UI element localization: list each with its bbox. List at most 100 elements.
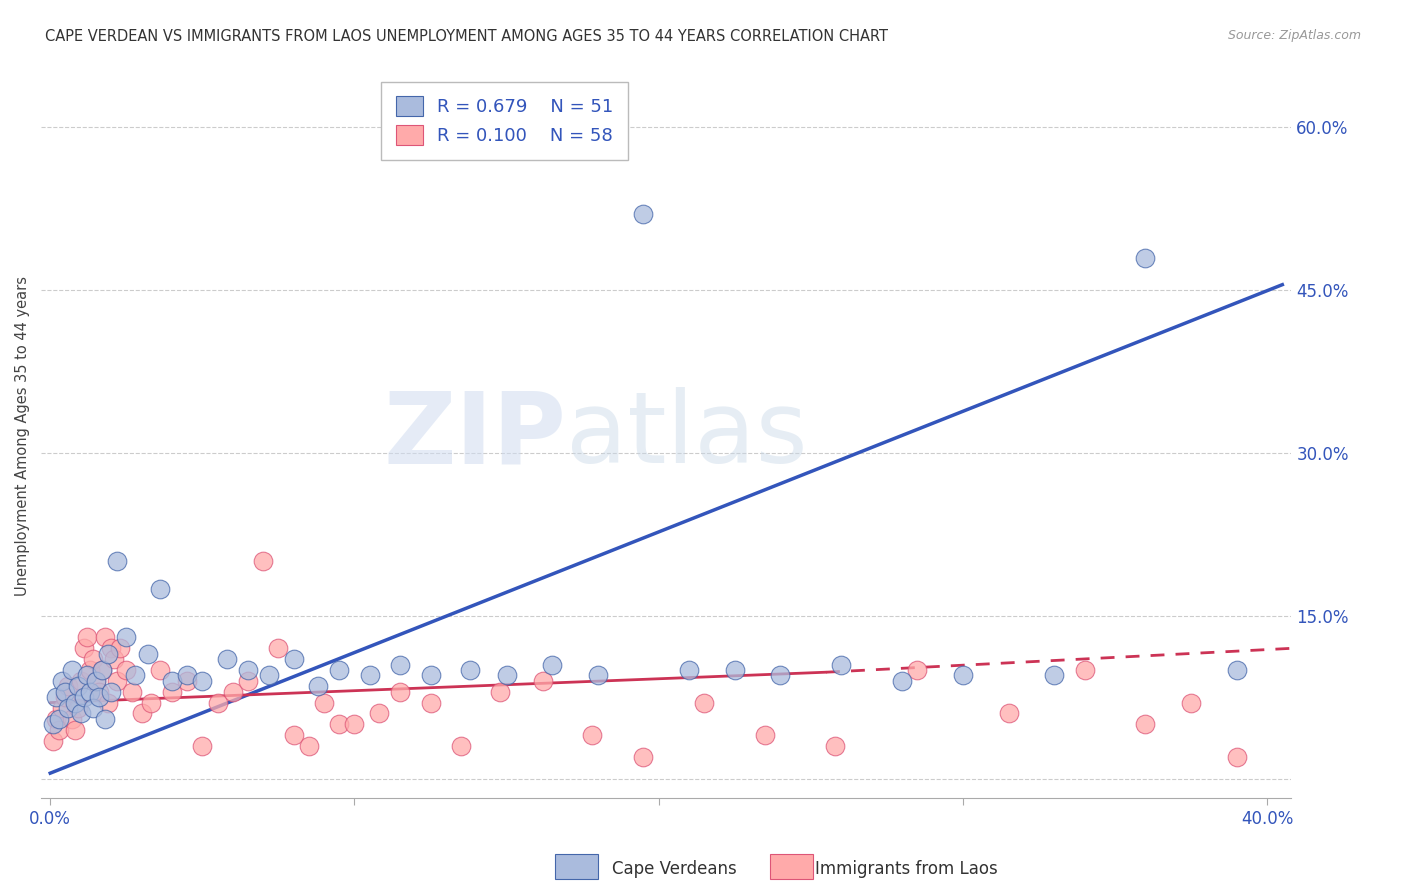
Point: [55, 685, 77, 699]
Point: [63, 696, 86, 710]
Point: [724, 663, 747, 677]
Text: CAPE VERDEAN VS IMMIGRANTS FROM LAOS UNEMPLOYMENT AMONG AGES 35 TO 44 YEARS CORR: CAPE VERDEAN VS IMMIGRANTS FROM LAOS UNE…: [45, 29, 889, 44]
Point: [633, 750, 655, 764]
Point: [222, 685, 245, 699]
Point: [149, 582, 172, 596]
Point: [343, 717, 366, 731]
Point: [678, 663, 700, 677]
Point: [259, 668, 281, 682]
Point: [66, 701, 89, 715]
Point: [1135, 251, 1157, 265]
Point: [105, 554, 128, 568]
Point: [1043, 668, 1066, 682]
Point: [1226, 750, 1249, 764]
Point: [136, 647, 159, 661]
Point: [450, 739, 472, 753]
Point: [42, 733, 65, 747]
Point: [359, 668, 381, 682]
Point: [581, 728, 603, 742]
Point: [160, 673, 183, 688]
Point: [328, 663, 350, 677]
Point: [76, 631, 98, 645]
Point: [63, 723, 86, 737]
Point: [176, 668, 198, 682]
Point: [891, 673, 914, 688]
Point: [48, 723, 70, 737]
Point: [45, 712, 67, 726]
Point: [94, 712, 117, 726]
Point: [58, 701, 80, 715]
Point: [458, 663, 481, 677]
Point: [531, 673, 554, 688]
Point: [124, 668, 146, 682]
Point: [139, 696, 162, 710]
Point: [824, 739, 846, 753]
Point: [115, 663, 138, 677]
Point: [58, 679, 80, 693]
Point: [160, 685, 183, 699]
Point: [754, 728, 776, 742]
Point: [328, 717, 350, 731]
Point: [191, 739, 214, 753]
Point: [495, 668, 517, 682]
Point: [60, 712, 83, 726]
Point: [252, 554, 274, 568]
Point: [312, 696, 335, 710]
Point: [82, 701, 104, 715]
Point: [693, 696, 716, 710]
Y-axis label: Unemployment Among Ages 35 to 44 years: Unemployment Among Ages 35 to 44 years: [15, 276, 30, 596]
Point: [207, 696, 229, 710]
Point: [997, 706, 1019, 721]
Point: [87, 685, 110, 699]
Point: [633, 207, 655, 221]
Point: [419, 668, 441, 682]
Text: Source: ZipAtlas.com: Source: ZipAtlas.com: [1227, 29, 1361, 42]
Point: [586, 668, 609, 682]
Point: [97, 647, 120, 661]
Text: Cape Verdeans: Cape Verdeans: [612, 860, 737, 878]
Point: [94, 631, 117, 645]
Point: [541, 657, 564, 672]
Point: [42, 717, 65, 731]
Point: [905, 663, 928, 677]
Point: [215, 652, 238, 666]
Point: [91, 663, 114, 677]
Point: [176, 673, 198, 688]
Point: [389, 685, 412, 699]
Legend: R = 0.679    N = 51, R = 0.100    N = 58: R = 0.679 N = 51, R = 0.100 N = 58: [381, 82, 628, 160]
Point: [236, 663, 259, 677]
Point: [51, 701, 73, 715]
Text: Immigrants from Laos: Immigrants from Laos: [815, 860, 998, 878]
Point: [952, 668, 974, 682]
Point: [55, 690, 77, 705]
Point: [298, 739, 321, 753]
Point: [60, 663, 83, 677]
Point: [115, 631, 138, 645]
Point: [283, 728, 305, 742]
Point: [100, 641, 122, 656]
Point: [79, 685, 101, 699]
Point: [76, 668, 98, 682]
Point: [73, 690, 96, 705]
Point: [82, 652, 104, 666]
Point: [1073, 663, 1095, 677]
Point: [45, 690, 67, 705]
Point: [84, 673, 107, 688]
Point: [48, 712, 70, 726]
Point: [79, 663, 101, 677]
Point: [103, 652, 125, 666]
Point: [105, 673, 128, 688]
Point: [267, 641, 290, 656]
Point: [51, 673, 73, 688]
Point: [489, 685, 512, 699]
Point: [108, 641, 131, 656]
Point: [389, 657, 412, 672]
Point: [1135, 717, 1157, 731]
Point: [66, 679, 89, 693]
Point: [69, 706, 91, 721]
Point: [191, 673, 214, 688]
Point: [419, 696, 441, 710]
Point: [1226, 663, 1249, 677]
Point: [69, 673, 91, 688]
Point: [100, 685, 122, 699]
